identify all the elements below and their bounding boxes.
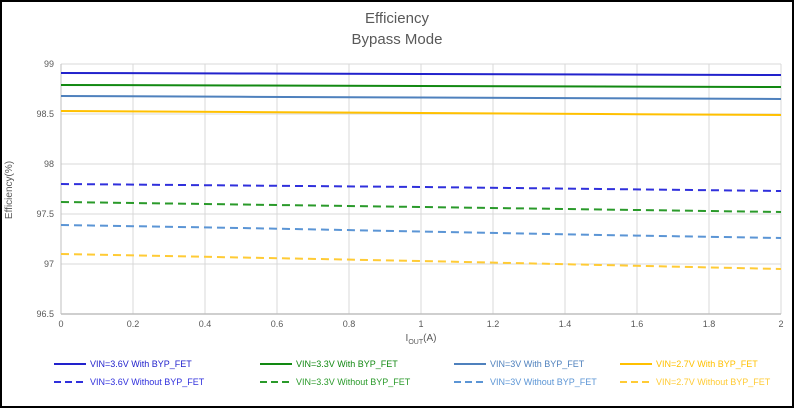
legend-label: VIN=3V Without BYP_FET: [490, 377, 597, 387]
series-line-vin-3.3v-with-byp-fet: [60, 84, 782, 88]
y-tick-label: 96.5: [36, 309, 54, 319]
x-tick-label: 2: [778, 319, 784, 329]
legend-item: VIN=3.3V Without BYP_FET: [260, 377, 454, 387]
series-line-vin-3.6v-without-byp-fet: [60, 183, 782, 192]
legend-label: VIN=3.3V Without BYP_FET: [296, 377, 411, 387]
x-tick-label: 1: [418, 319, 424, 329]
legend-line-swatch: [54, 363, 86, 365]
series-line-vin-2.7v-with-byp-fet: [60, 110, 782, 116]
x-tick-label: 1.6: [630, 319, 644, 329]
series-line-vin-3v-with-byp-fet: [60, 95, 782, 100]
legend-label: VIN=3.6V Without BYP_FET: [90, 377, 205, 387]
chart-title: Efficiency: [365, 10, 429, 27]
legend-line-swatch: [454, 363, 486, 365]
series-line-vin-3.6v-with-byp-fet: [60, 72, 782, 76]
y-axis-title: Efficiency(%): [4, 160, 15, 220]
legend-item: VIN=3V With BYP_FET: [454, 359, 620, 369]
legend: VIN=3.6V With BYP_FET VIN=3.3V With BYP_F…: [54, 359, 778, 387]
series-line-vin-2.7v-without-byp-fet: [60, 253, 782, 270]
legend-line-swatch: [260, 381, 292, 383]
y-tick-label: 97.5: [36, 209, 54, 219]
legend-label: VIN=3.6V With BYP_FET: [90, 359, 192, 369]
y-tick-label: 97: [43, 259, 54, 269]
legend-item: VIN=3.3V With BYP_FET: [260, 359, 454, 369]
x-tick-label: 0.6: [270, 319, 284, 329]
y-tick-label: 98: [43, 159, 54, 169]
x-axis-title: IOUT(A): [405, 333, 437, 346]
y-tick-label: 98.5: [36, 109, 54, 119]
legend-line-swatch: [620, 363, 652, 365]
y-tick-label: 99: [43, 59, 54, 69]
legend-item: VIN=3V Without BYP_FET: [454, 377, 620, 387]
legend-item: VIN=2.7V With BYP_FET: [620, 359, 778, 369]
legend-item: VIN=3.6V With BYP_FET: [54, 359, 260, 369]
legend-line-swatch: [454, 381, 486, 383]
legend-line-swatch: [260, 363, 292, 365]
legend-label: VIN=2.7V With BYP_FET: [656, 359, 758, 369]
legend-line-swatch: [54, 381, 86, 383]
series-line-vin-3v-without-byp-fet: [60, 224, 782, 239]
x-tick-label: 0.2: [126, 319, 140, 329]
series-line-vin-3.3v-without-byp-fet: [60, 201, 782, 213]
x-tick-label: 0.8: [342, 319, 356, 329]
legend-label: VIN=3V With BYP_FET: [490, 359, 585, 369]
x-tick-label: 0.4: [198, 319, 212, 329]
chart-title-block: Efficiency Bypass Mode: [2, 8, 792, 50]
legend-label: VIN=2.7V Without BYP_FET: [656, 377, 771, 387]
legend-item: VIN=2.7V Without BYP_FET: [620, 377, 778, 387]
x-tick-label: 0: [58, 319, 64, 329]
legend-label: VIN=3.3V With BYP_FET: [296, 359, 398, 369]
chart-subtitle: Bypass Mode: [351, 31, 443, 48]
legend-item: VIN=3.6V Without BYP_FET: [54, 377, 260, 387]
x-tick-label: 1.4: [558, 319, 572, 329]
legend-line-swatch: [620, 381, 652, 383]
x-tick-label: 1.2: [486, 319, 500, 329]
x-tick-label: 1.8: [702, 319, 716, 329]
